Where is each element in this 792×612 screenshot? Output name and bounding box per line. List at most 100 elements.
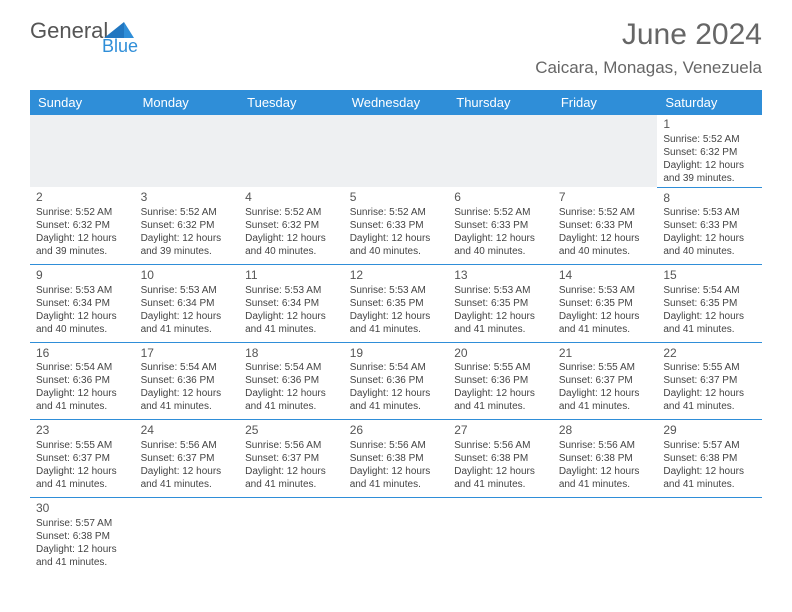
sunset-text: Sunset: 6:36 PM: [141, 374, 234, 387]
calendar-cell: 22Sunrise: 5:55 AMSunset: 6:37 PMDayligh…: [657, 342, 762, 420]
weekday-header: Saturday: [657, 90, 762, 115]
calendar-cell: 29Sunrise: 5:57 AMSunset: 6:38 PMDayligh…: [657, 420, 762, 498]
day-number: 16: [36, 346, 129, 362]
sunset-text: Sunset: 6:32 PM: [663, 146, 756, 159]
daylight-text: Daylight: 12 hours and 41 minutes.: [36, 543, 129, 569]
daylight-text: Daylight: 12 hours and 41 minutes.: [245, 310, 338, 336]
calendar-cell: 4Sunrise: 5:52 AMSunset: 6:32 PMDaylight…: [239, 187, 344, 265]
calendar-cell: 21Sunrise: 5:55 AMSunset: 6:37 PMDayligh…: [553, 342, 658, 420]
daylight-text: Daylight: 12 hours and 41 minutes.: [350, 310, 443, 336]
daylight-text: Daylight: 12 hours and 41 minutes.: [141, 387, 234, 413]
sunset-text: Sunset: 6:35 PM: [454, 297, 547, 310]
daylight-text: Daylight: 12 hours and 41 minutes.: [663, 310, 756, 336]
weekday-header-row: SundayMondayTuesdayWednesdayThursdayFrid…: [30, 90, 762, 115]
calendar-cell: 20Sunrise: 5:55 AMSunset: 6:36 PMDayligh…: [448, 342, 553, 420]
calendar-cell: 8Sunrise: 5:53 AMSunset: 6:33 PMDaylight…: [657, 187, 762, 265]
calendar-cell: 15Sunrise: 5:54 AMSunset: 6:35 PMDayligh…: [657, 265, 762, 343]
sunrise-text: Sunrise: 5:55 AM: [36, 439, 129, 452]
sunset-text: Sunset: 6:32 PM: [141, 219, 234, 232]
calendar-cell: 17Sunrise: 5:54 AMSunset: 6:36 PMDayligh…: [135, 342, 240, 420]
day-number: 26: [350, 423, 443, 439]
sunrise-text: Sunrise: 5:54 AM: [141, 361, 234, 374]
calendar-cell: [344, 497, 449, 574]
sunset-text: Sunset: 6:37 PM: [141, 452, 234, 465]
calendar-cell: 18Sunrise: 5:54 AMSunset: 6:36 PMDayligh…: [239, 342, 344, 420]
calendar-cell: 14Sunrise: 5:53 AMSunset: 6:35 PMDayligh…: [553, 265, 658, 343]
daylight-text: Daylight: 12 hours and 39 minutes.: [36, 232, 129, 258]
sunset-text: Sunset: 6:36 PM: [350, 374, 443, 387]
sunset-text: Sunset: 6:38 PM: [36, 530, 129, 543]
daylight-text: Daylight: 12 hours and 41 minutes.: [663, 465, 756, 491]
daylight-text: Daylight: 12 hours and 41 minutes.: [141, 465, 234, 491]
daylight-text: Daylight: 12 hours and 40 minutes.: [559, 232, 652, 258]
calendar-cell: [239, 115, 344, 187]
day-number: 30: [36, 501, 129, 517]
day-number: 11: [245, 268, 338, 284]
calendar-cell: [239, 497, 344, 574]
sunset-text: Sunset: 6:33 PM: [559, 219, 652, 232]
sunrise-text: Sunrise: 5:57 AM: [36, 517, 129, 530]
daylight-text: Daylight: 12 hours and 40 minutes.: [350, 232, 443, 258]
calendar-cell: 9Sunrise: 5:53 AMSunset: 6:34 PMDaylight…: [30, 265, 135, 343]
sunset-text: Sunset: 6:35 PM: [350, 297, 443, 310]
calendar-cell: 24Sunrise: 5:56 AMSunset: 6:37 PMDayligh…: [135, 420, 240, 498]
sunset-text: Sunset: 6:32 PM: [245, 219, 338, 232]
weekday-header: Sunday: [30, 90, 135, 115]
daylight-text: Daylight: 12 hours and 41 minutes.: [454, 465, 547, 491]
location-text: Caicara, Monagas, Venezuela: [535, 58, 762, 78]
daylight-text: Daylight: 12 hours and 41 minutes.: [350, 387, 443, 413]
calendar-row: 16Sunrise: 5:54 AMSunset: 6:36 PMDayligh…: [30, 342, 762, 420]
day-number: 9: [36, 268, 129, 284]
sunrise-text: Sunrise: 5:53 AM: [454, 284, 547, 297]
calendar-cell: 26Sunrise: 5:56 AMSunset: 6:38 PMDayligh…: [344, 420, 449, 498]
daylight-text: Daylight: 12 hours and 41 minutes.: [663, 387, 756, 413]
calendar-cell: 13Sunrise: 5:53 AMSunset: 6:35 PMDayligh…: [448, 265, 553, 343]
sunrise-text: Sunrise: 5:55 AM: [559, 361, 652, 374]
day-number: 17: [141, 346, 234, 362]
calendar-cell: 11Sunrise: 5:53 AMSunset: 6:34 PMDayligh…: [239, 265, 344, 343]
calendar-row: 9Sunrise: 5:53 AMSunset: 6:34 PMDaylight…: [30, 265, 762, 343]
sunrise-text: Sunrise: 5:57 AM: [663, 439, 756, 452]
day-number: 10: [141, 268, 234, 284]
sunrise-text: Sunrise: 5:52 AM: [36, 206, 129, 219]
calendar-cell: 6Sunrise: 5:52 AMSunset: 6:33 PMDaylight…: [448, 187, 553, 265]
calendar-row: 1Sunrise: 5:52 AMSunset: 6:32 PMDaylight…: [30, 115, 762, 187]
calendar-cell: 12Sunrise: 5:53 AMSunset: 6:35 PMDayligh…: [344, 265, 449, 343]
sunset-text: Sunset: 6:38 PM: [663, 452, 756, 465]
page-title: June 2024: [535, 18, 762, 52]
sunset-text: Sunset: 6:36 PM: [245, 374, 338, 387]
daylight-text: Daylight: 12 hours and 39 minutes.: [663, 159, 756, 185]
daylight-text: Daylight: 12 hours and 40 minutes.: [245, 232, 338, 258]
weekday-header: Wednesday: [344, 90, 449, 115]
sunset-text: Sunset: 6:33 PM: [454, 219, 547, 232]
day-number: 15: [663, 268, 756, 284]
daylight-text: Daylight: 12 hours and 41 minutes.: [559, 310, 652, 336]
calendar-cell: 16Sunrise: 5:54 AMSunset: 6:36 PMDayligh…: [30, 342, 135, 420]
calendar-cell: 7Sunrise: 5:52 AMSunset: 6:33 PMDaylight…: [553, 187, 658, 265]
calendar-table: SundayMondayTuesdayWednesdayThursdayFrid…: [30, 90, 762, 575]
calendar-cell: 25Sunrise: 5:56 AMSunset: 6:37 PMDayligh…: [239, 420, 344, 498]
sunrise-text: Sunrise: 5:56 AM: [245, 439, 338, 452]
daylight-text: Daylight: 12 hours and 41 minutes.: [559, 387, 652, 413]
sunrise-text: Sunrise: 5:56 AM: [141, 439, 234, 452]
daylight-text: Daylight: 12 hours and 40 minutes.: [36, 310, 129, 336]
sunset-text: Sunset: 6:35 PM: [559, 297, 652, 310]
day-number: 22: [663, 346, 756, 362]
sunrise-text: Sunrise: 5:54 AM: [350, 361, 443, 374]
daylight-text: Daylight: 12 hours and 39 minutes.: [141, 232, 234, 258]
day-number: 24: [141, 423, 234, 439]
logo: General Blue: [30, 18, 170, 58]
day-number: 3: [141, 190, 234, 206]
sunrise-text: Sunrise: 5:53 AM: [141, 284, 234, 297]
sunrise-text: Sunrise: 5:52 AM: [141, 206, 234, 219]
day-number: 12: [350, 268, 443, 284]
weekday-header: Monday: [135, 90, 240, 115]
logo-text-blue: Blue: [102, 36, 138, 57]
sunset-text: Sunset: 6:32 PM: [36, 219, 129, 232]
day-number: 7: [559, 190, 652, 206]
calendar-cell: 19Sunrise: 5:54 AMSunset: 6:36 PMDayligh…: [344, 342, 449, 420]
logo-text-general: General: [30, 18, 108, 43]
day-number: 28: [559, 423, 652, 439]
day-number: 5: [350, 190, 443, 206]
day-number: 21: [559, 346, 652, 362]
